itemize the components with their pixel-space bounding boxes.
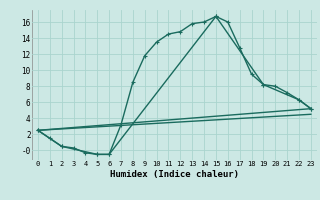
- X-axis label: Humidex (Indice chaleur): Humidex (Indice chaleur): [110, 170, 239, 179]
